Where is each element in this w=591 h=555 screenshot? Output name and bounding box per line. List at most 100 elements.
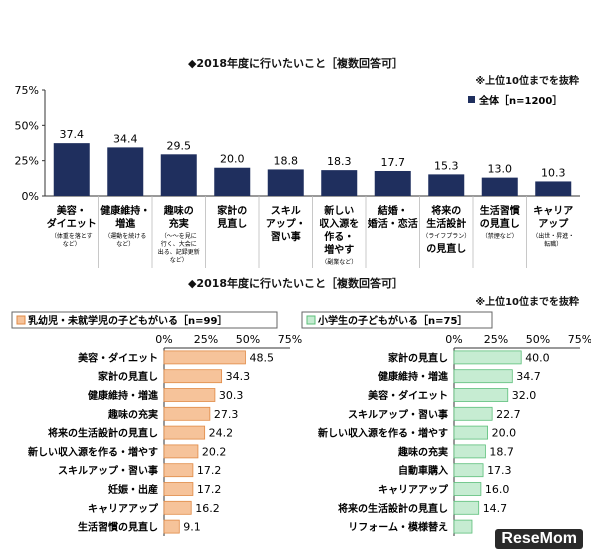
category-label: 趣味の充実 <box>107 408 158 421</box>
bar <box>453 425 488 440</box>
bar <box>374 170 411 196</box>
x-tick-label: 25% <box>194 333 218 346</box>
legend-swatch <box>468 96 475 103</box>
top-chart-note: ※上位10位までを抜粋 <box>475 76 579 87</box>
top-chart-title: ◆2018年度に行いたいこと［複数回答可］ <box>187 57 404 70</box>
category-note: 出る、記録更新 <box>158 248 200 256</box>
category-label: スキルアップ・習い事 <box>348 408 448 421</box>
category-label: 趣味の充実 <box>397 445 448 458</box>
category-label: 充実 <box>169 217 189 230</box>
category-note: 転職） <box>544 240 562 248</box>
bar <box>163 444 199 459</box>
bar <box>163 369 223 384</box>
bar <box>535 181 572 196</box>
category-label: の見直し <box>480 217 520 230</box>
category-label: 結婚・ <box>378 204 408 217</box>
category-label: 美容・ダイエット <box>368 389 448 402</box>
category-label: 生活設計 <box>426 217 466 230</box>
data-label: 20.2 <box>202 445 227 458</box>
category-label: 婚活・恋活 <box>368 217 418 230</box>
category-label: リフォーム・模様替え <box>348 521 448 534</box>
bar <box>267 169 304 196</box>
bar <box>53 143 90 196</box>
category-label: キャリアアップ <box>88 502 159 515</box>
legend-label: 全体［n=1200］ <box>478 94 562 107</box>
x-tick-label: 50% <box>526 333 550 346</box>
data-label: 32.0 <box>512 389 537 402</box>
category-note: （体重を落とす <box>51 232 93 240</box>
category-note: （ライフプラン） <box>422 233 470 240</box>
category-label: 見直し <box>216 217 247 230</box>
category-label: 新しい <box>324 204 354 217</box>
category-label: の見直し <box>426 242 466 255</box>
x-tick-label: 50% <box>236 333 260 346</box>
data-label: 27.3 <box>214 408 239 421</box>
data-label: 34.7 <box>516 370 541 383</box>
category-label: 健康維持・増進 <box>378 370 449 383</box>
panel-legend-swatch <box>306 315 316 325</box>
data-label: 18.3 <box>327 155 352 168</box>
y-tick-label: 75% <box>15 84 39 97</box>
category-label: 新しい収入源を作る・増やす <box>28 445 158 458</box>
bottom-charts-note: ※上位10位までを抜粋 <box>475 297 579 308</box>
data-label: 20.0 <box>220 153 245 166</box>
data-label: 17.2 <box>197 464 222 477</box>
category-note: など） <box>116 240 134 248</box>
category-note: （～～を見に <box>161 233 197 240</box>
bar <box>163 482 194 496</box>
bar <box>453 444 486 459</box>
category-label: 趣味の <box>163 204 194 217</box>
data-label: 17.3 <box>487 464 512 477</box>
resemom-logo: ReseMom <box>495 529 583 549</box>
category-label: 習い事 <box>271 230 301 243</box>
category-note: （出世・昇進・ <box>532 232 574 240</box>
bar <box>163 463 194 478</box>
category-label: 健康維持・増進 <box>88 389 159 402</box>
category-label: アップ・ <box>266 217 306 230</box>
data-label: 18.8 <box>274 154 299 167</box>
category-label: キャリア <box>533 205 573 217</box>
category-label: 美容・ダイエット <box>78 351 158 364</box>
bar <box>481 177 518 196</box>
bar <box>453 519 473 534</box>
bar <box>163 388 216 402</box>
data-label: 29.5 <box>167 139 192 152</box>
bar <box>163 350 246 365</box>
category-label: 家計の見直し <box>388 351 448 364</box>
category-label: 家計の <box>217 204 247 217</box>
bar <box>453 369 513 384</box>
data-label: 17.2 <box>197 483 222 496</box>
category-label: スキル <box>271 205 301 217</box>
category-label: 妊娠・出産 <box>108 483 158 496</box>
data-label: 20.0 <box>492 427 516 440</box>
x-tick-label: 25% <box>484 333 508 346</box>
y-tick-label: 25% <box>15 155 39 168</box>
bar <box>453 463 484 478</box>
category-label: 新しい収入源を作る・増やす <box>318 427 448 440</box>
panel-legend-swatch <box>16 315 26 325</box>
bar <box>453 350 522 365</box>
data-label: 17.7 <box>381 156 406 169</box>
data-label: 16.2 <box>195 502 220 515</box>
data-label: 9.1 <box>183 521 201 534</box>
data-label: 15.3 <box>434 159 459 172</box>
bar <box>321 170 358 196</box>
category-note: （副業など） <box>321 258 357 266</box>
data-label: 37.4 <box>60 128 85 141</box>
category-label: 増やす <box>324 243 354 256</box>
y-tick-label: 50% <box>15 119 39 132</box>
data-label: 48.5 <box>249 351 273 364</box>
bar <box>428 174 465 196</box>
category-label: 将来の <box>431 204 461 217</box>
x-tick-label: 75% <box>278 333 302 346</box>
bar <box>214 167 251 196</box>
bar <box>453 500 480 515</box>
data-label: 34.3 <box>226 370 251 383</box>
data-label: 18.7 <box>489 445 514 458</box>
category-label: ダイエット <box>47 217 97 230</box>
category-label: 美容・ <box>57 204 87 217</box>
category-label: キャリアアップ <box>378 483 449 496</box>
data-label: 16.0 <box>485 483 510 496</box>
data-label: 10.3 <box>541 166 566 179</box>
category-label: 増進 <box>115 217 136 230</box>
